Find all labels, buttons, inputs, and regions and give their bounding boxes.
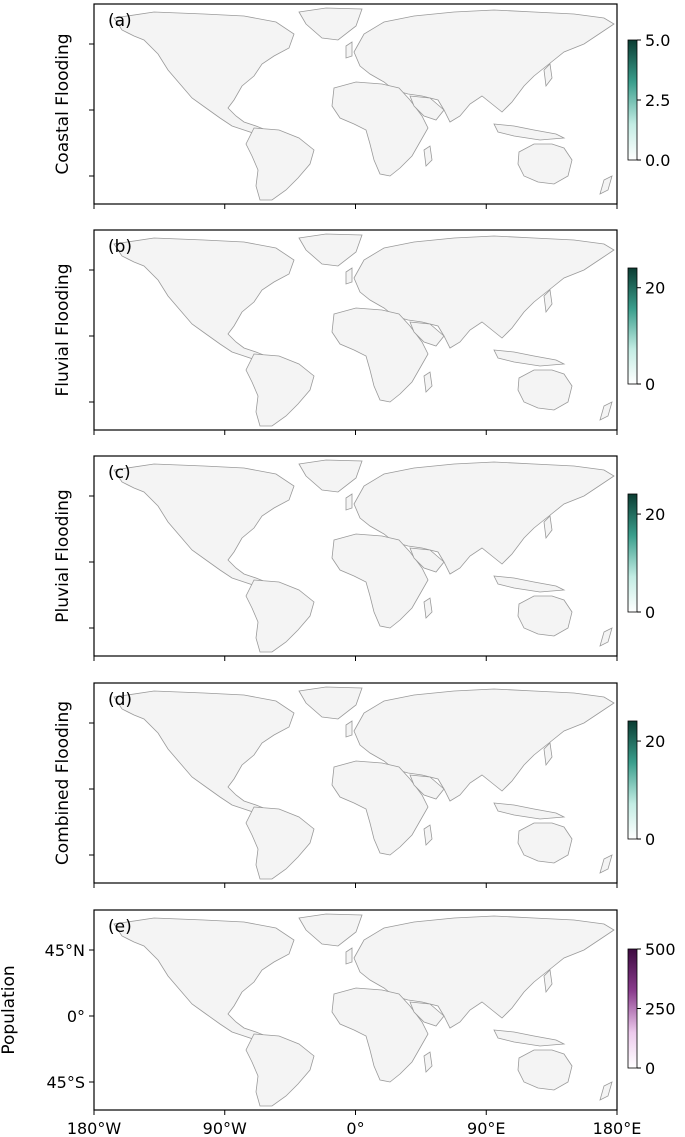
colorbar	[627, 493, 638, 613]
colorbar-tick-label: 5.0	[645, 31, 670, 50]
land-mass	[113, 233, 615, 427]
land-mass	[113, 459, 615, 653]
panel-ylabel: Combined Flooding	[53, 701, 73, 865]
panel-ylabel: Fluvial Flooding	[53, 264, 73, 397]
colorbar-tick-label: 0.0	[645, 151, 670, 170]
lat-tick-label: 45°S	[46, 1073, 85, 1092]
colorbar-tick-label: 500	[645, 940, 676, 959]
panel-ylabel: Coastal Flooding	[53, 33, 73, 174]
intensity-patch	[488, 109, 500, 119]
colorbar-tick-label: 0	[645, 1059, 655, 1078]
colorbar-tick-label: 20	[645, 279, 665, 298]
colorbar-tick-label: 2.5	[645, 91, 670, 110]
panel-1: (a) Coastal Flooding 5.0 2.5 0.0	[53, 3, 670, 209]
colorbar	[627, 39, 638, 161]
lon-tick-label: 90°W	[203, 1119, 247, 1137]
panel-label: (c)	[108, 463, 131, 483]
panel-label: (d)	[108, 690, 132, 710]
lat-tick-label: 0°	[67, 1007, 85, 1026]
colorbar-tick-label: 20	[645, 505, 665, 524]
panel-4: (d) Combined Flooding 20 0	[53, 682, 665, 888]
panel-ylabel: Pluvial Flooding	[53, 489, 73, 622]
panel-2: (b) Fluvial Flooding 20 0	[53, 229, 665, 435]
lon-tick-label: 90°E	[467, 1119, 505, 1137]
lon-tick-label: 180°E	[593, 1119, 642, 1137]
colorbar-tick-label: 0	[645, 603, 655, 622]
land-mass	[113, 686, 615, 880]
colorbar-tick-label: 0	[645, 375, 655, 394]
colorbar-tick-label: 20	[645, 732, 665, 751]
panel-label: (a)	[108, 11, 132, 31]
land-mass	[113, 913, 615, 1107]
panel-3: (c) Pluvial Flooding 20 0	[53, 455, 665, 661]
colorbar	[627, 720, 638, 840]
panel-label: (e)	[108, 917, 132, 937]
colorbar-tick-label: 250	[645, 1000, 676, 1019]
panel-ylabel: Population	[0, 965, 19, 1054]
colorbar	[627, 948, 638, 1069]
lon-tick-label: 0°	[346, 1119, 364, 1137]
panel-5: (e) 45°N 0° 45°S 180°W 90°W 0° 90°E 180°E Populat…	[0, 909, 676, 1137]
colorbar-tick-label: 0	[645, 830, 655, 849]
colorbar	[627, 267, 638, 385]
lat-tick-label: 45°N	[45, 941, 85, 960]
panel-label: (b)	[108, 237, 132, 257]
land-mass	[113, 7, 615, 201]
intensity-patch	[261, 107, 277, 117]
lon-tick-label: 180°W	[67, 1119, 122, 1137]
